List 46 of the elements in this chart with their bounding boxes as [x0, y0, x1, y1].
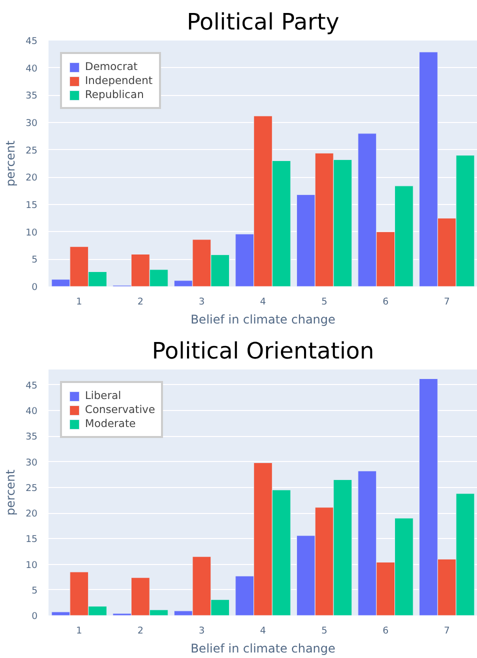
x-tick-label: 6: [382, 296, 389, 308]
y-tick-label: 15: [26, 200, 38, 211]
x-tick-label: 5: [321, 626, 328, 636]
y-tick-label: 30: [26, 118, 38, 129]
y-tick-label: 30: [26, 457, 38, 468]
legend-label: Moderate: [85, 417, 136, 430]
y-tick-label: 35: [26, 432, 38, 443]
y-tick-label: 10: [26, 560, 38, 571]
chart-title: Political Party: [186, 10, 340, 36]
y-tick-label: 25: [26, 145, 38, 156]
chart-title: Political Orientation: [152, 338, 374, 364]
legend-label: Conservative: [85, 403, 156, 416]
legend-label: Democrat: [85, 60, 138, 73]
x-tick-label: 1: [76, 626, 82, 636]
y-tick-label: 15: [26, 534, 38, 546]
y-tick-label: 45: [26, 36, 38, 47]
legend-label: Republican: [85, 88, 144, 101]
y-axis-title: percent: [4, 469, 18, 516]
legend-label: Independent: [85, 74, 153, 87]
x-tick-label: 4: [260, 296, 266, 308]
x-tick-label: 1: [76, 296, 82, 308]
x-tick-label: 5: [321, 296, 328, 308]
y-tick-label: 25: [26, 482, 38, 494]
x-tick-label: 3: [198, 296, 205, 308]
x-tick-label: 6: [382, 626, 389, 636]
y-tick-label: 35: [26, 90, 38, 102]
y-tick-label: 0: [32, 282, 38, 293]
x-tick-label: 2: [137, 296, 144, 308]
y-tick-label: 10: [26, 227, 38, 238]
legend-label: Liberal: [85, 389, 122, 402]
y-tick-label: 5: [32, 585, 38, 596]
y-tick-label: 40: [26, 63, 38, 74]
x-tick-label: 7: [444, 296, 450, 308]
x-tick-label: 4: [260, 626, 266, 636]
x-tick-label: 2: [137, 626, 144, 636]
x-tick-label: 7: [444, 626, 450, 636]
x-tick-label: 3: [198, 626, 205, 636]
y-tick-label: 0: [32, 611, 38, 622]
y-tick-label: 20: [26, 508, 38, 520]
y-tick-label: 45: [26, 380, 38, 392]
y-tick-label: 40: [26, 406, 38, 417]
x-axis-title: Belief in climate change: [190, 642, 336, 656]
y-tick-label: 5: [32, 254, 38, 266]
y-axis-title: percent: [4, 140, 18, 186]
y-tick-label: 20: [26, 172, 38, 184]
x-axis-title: Belief in climate change: [190, 312, 336, 326]
